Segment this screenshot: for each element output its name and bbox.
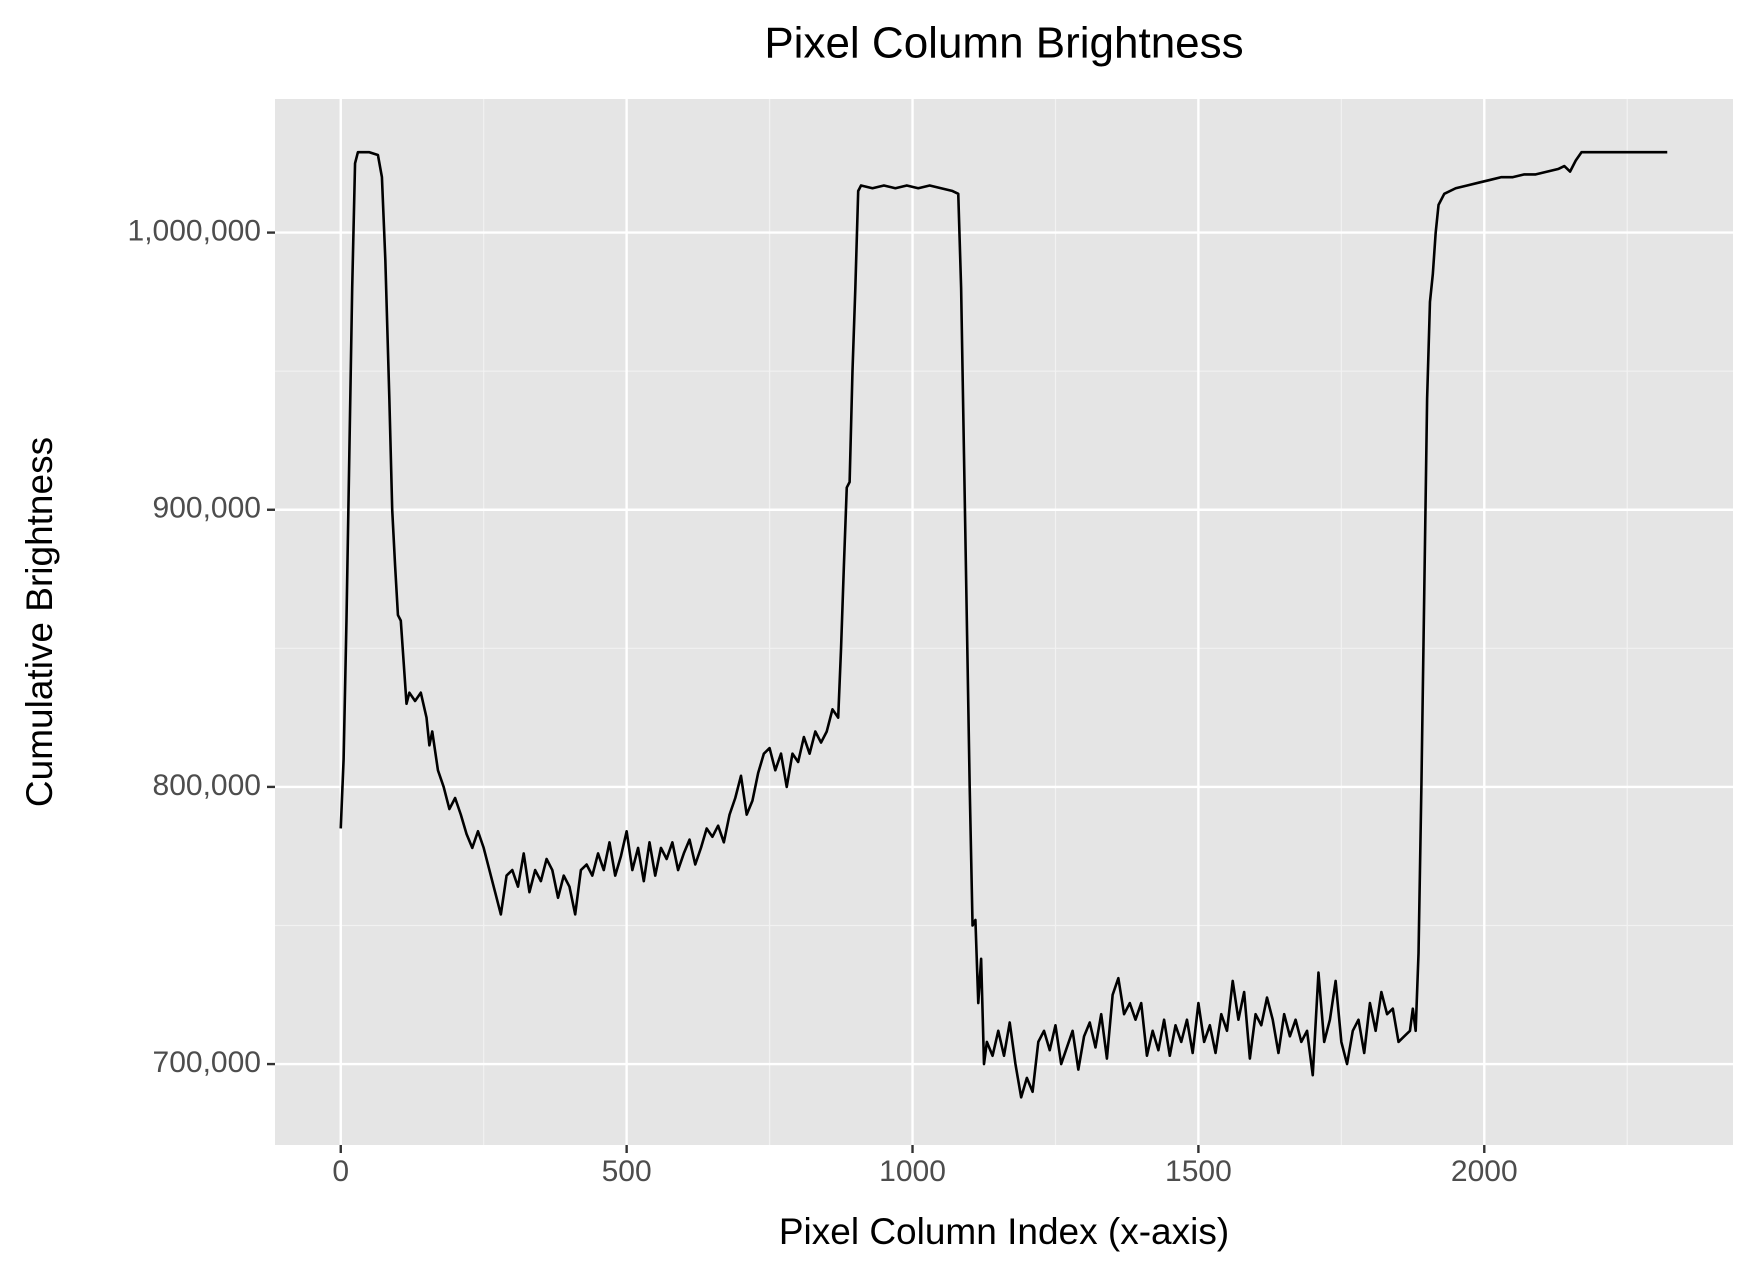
x-axis-title: Pixel Column Index (x-axis) bbox=[779, 1211, 1229, 1252]
chart-title: Pixel Column Brightness bbox=[764, 19, 1243, 68]
y-tick-label: 800,000 bbox=[153, 769, 261, 802]
x-tick-label: 0 bbox=[332, 1155, 349, 1188]
y-axis-title: Cumulative Brightness bbox=[19, 437, 60, 807]
x-tick-label: 1500 bbox=[1165, 1155, 1232, 1188]
y-tick-label: 900,000 bbox=[153, 492, 261, 525]
y-tick-label: 700,000 bbox=[153, 1046, 261, 1079]
x-tick-label: 500 bbox=[602, 1155, 652, 1188]
y-tick-label: 1,000,000 bbox=[128, 215, 261, 248]
x-tick-label: 1000 bbox=[879, 1155, 946, 1188]
plot-panel bbox=[275, 99, 1733, 1145]
x-tick-label: 2000 bbox=[1451, 1155, 1518, 1188]
line-series bbox=[339, 150, 1668, 1099]
